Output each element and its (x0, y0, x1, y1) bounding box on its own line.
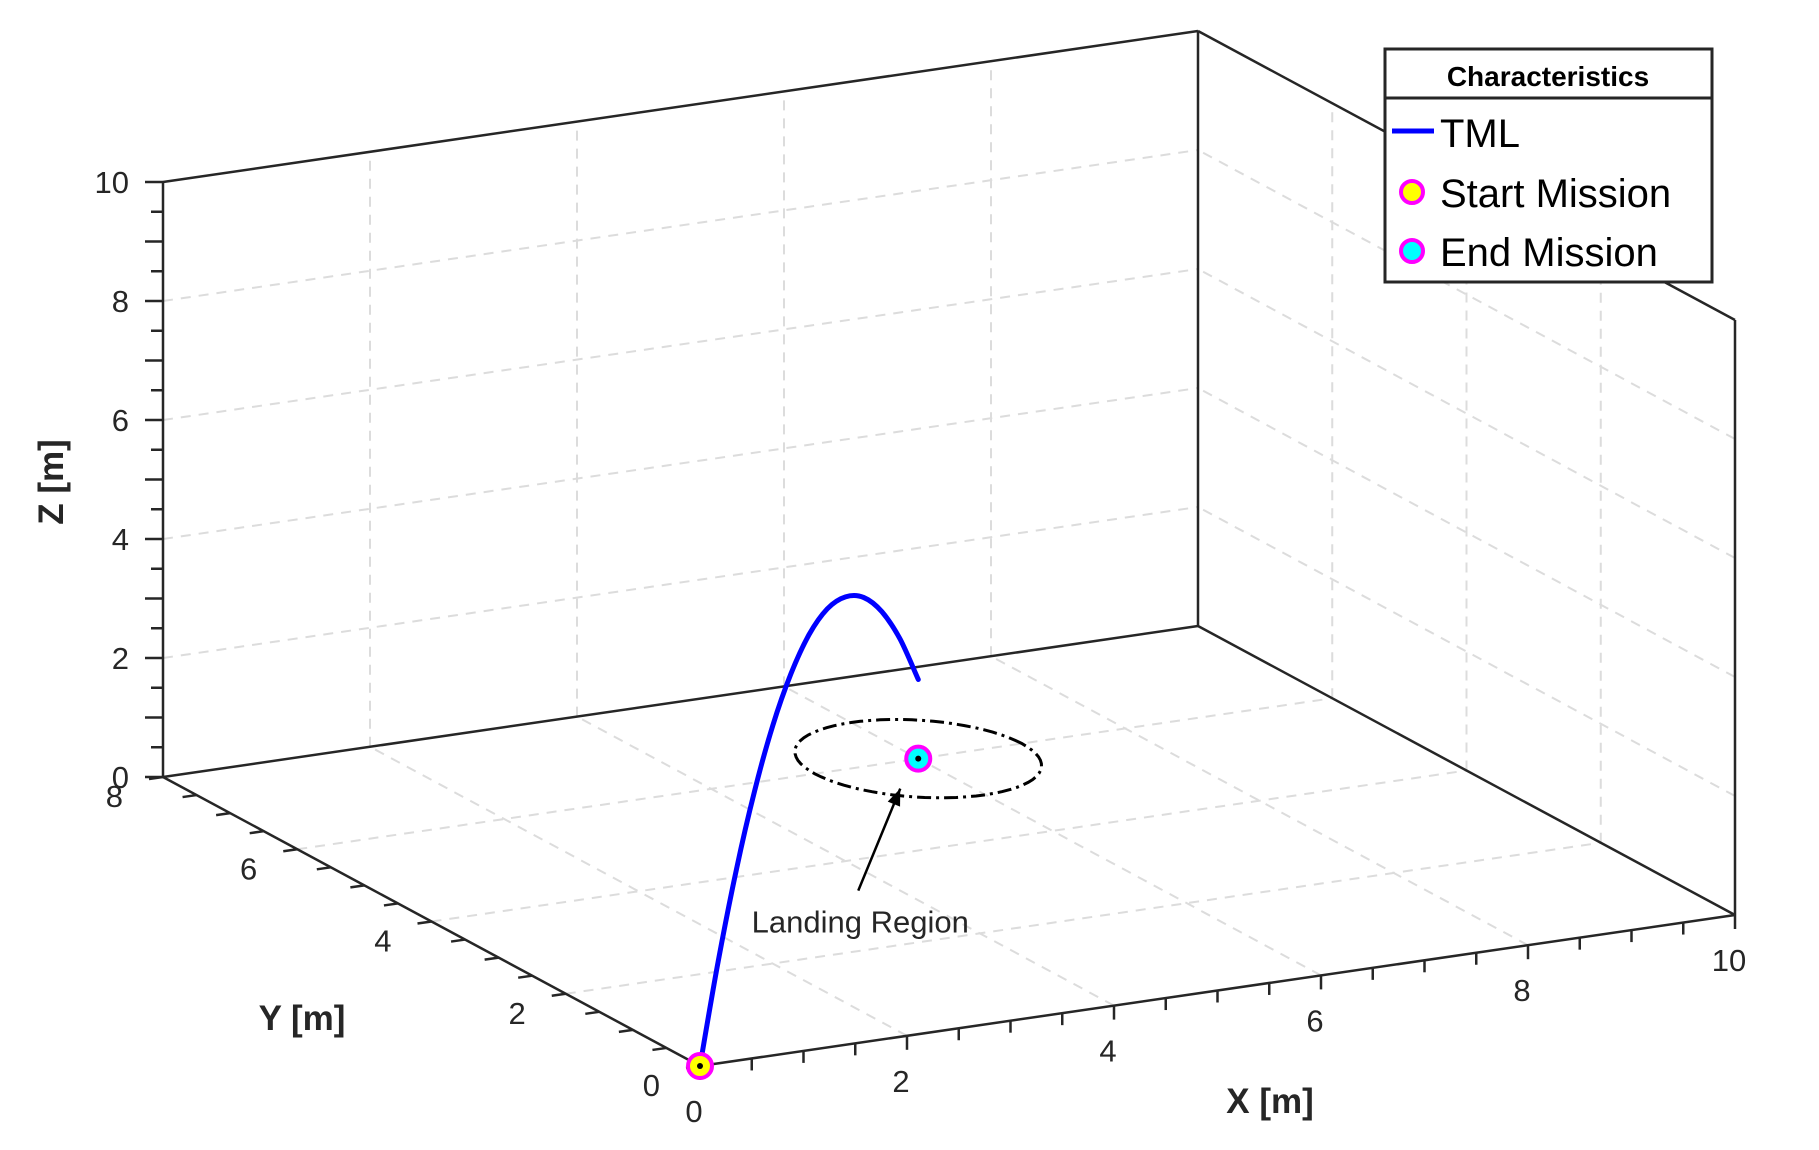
y-axis-tick (249, 829, 264, 835)
legend: Characteristics TML Start Mission End Mi… (1383, 47, 1714, 284)
marker-center-dot (697, 1063, 703, 1069)
grid-lines (162, 61, 1736, 1037)
y-tick-label: 2 (509, 996, 526, 1031)
y-axis-tick (450, 938, 466, 943)
grid-side-z (1197, 387, 1736, 678)
series (697, 593, 921, 1069)
z-tick-label: 8 (112, 284, 129, 319)
y-tick-label: 8 (106, 779, 123, 814)
x-tick-label: 2 (892, 1064, 909, 1099)
grid-side-z (1197, 506, 1736, 797)
y-axis-tick (585, 1010, 600, 1016)
x-tick-label: 6 (1306, 1003, 1323, 1038)
y-axis-tick (618, 1028, 634, 1034)
grid-floor-x (369, 745, 908, 1037)
annotation-arrow (857, 788, 902, 892)
x-axis-label: X [m] (1226, 1082, 1314, 1121)
legend-title: Characteristics (1447, 61, 1649, 92)
z-tick-label: 6 (112, 403, 129, 438)
z-tick-label: 10 (95, 165, 129, 200)
legend-box (1383, 47, 1714, 284)
legend-start-marker (1399, 179, 1425, 205)
grid-floor-x (576, 715, 1115, 1007)
box-edge (1197, 624, 1736, 917)
y-axis-tick (484, 956, 499, 961)
landing-region-annotation: Landing Region (752, 718, 1044, 940)
y-tick-label: 0 (643, 1068, 660, 1103)
y-axis-tick (350, 884, 365, 889)
y-axis-tick (316, 866, 331, 871)
mission-markers (686, 744, 933, 1080)
marker-center-dot (915, 755, 922, 762)
grid-side-z (1197, 149, 1736, 440)
z-axis-label: Z [m] (32, 439, 71, 525)
x-tick-label: 8 (1513, 973, 1530, 1008)
y-axis-tick (652, 1046, 667, 1052)
y-tick-label: 6 (240, 851, 257, 886)
landing-region-circle (793, 718, 1044, 800)
legend-entry-end: End Mission (1440, 231, 1658, 275)
annotation-arrowhead (887, 788, 901, 807)
y-axis-tick (417, 920, 432, 925)
z-tick-label: 4 (112, 522, 129, 557)
box-edge (162, 624, 1199, 779)
box-edge (162, 29, 1199, 184)
grid-back-z (162, 149, 1199, 302)
grid-back-z (162, 506, 1199, 659)
y-axis-tick (518, 974, 533, 979)
grid-back-z (162, 387, 1199, 540)
grid-floor-x (990, 655, 1529, 947)
y-axis-tick (215, 811, 231, 817)
y-tick-label: 4 (374, 924, 391, 959)
series-line-tml (697, 593, 921, 1069)
legend-end-marker (1399, 238, 1425, 264)
z-tick-label: 0 (112, 760, 129, 795)
y-axis-label: Y [m] (259, 999, 346, 1038)
y-axis-tick (182, 793, 197, 799)
grid-floor-y (565, 841, 1601, 995)
grid-floor-y (431, 769, 1467, 923)
legend-entry-start: Start Mission (1440, 172, 1671, 216)
x-tick-label: 10 (1712, 943, 1746, 978)
x-tick-label: 4 (1099, 1034, 1116, 1069)
y-axis-tick (551, 992, 566, 997)
z-tick-label: 2 (112, 641, 129, 676)
legend-entry-tml: TML (1440, 112, 1520, 156)
grid-floor-x (783, 685, 1322, 977)
annotation-label: Landing Region (752, 905, 969, 940)
x-tick-label: 0 (685, 1094, 702, 1129)
grid-side-z (1197, 268, 1736, 559)
y-axis-tick (283, 848, 298, 853)
grid-back-z (162, 268, 1199, 421)
y-axis-tick (383, 902, 399, 907)
